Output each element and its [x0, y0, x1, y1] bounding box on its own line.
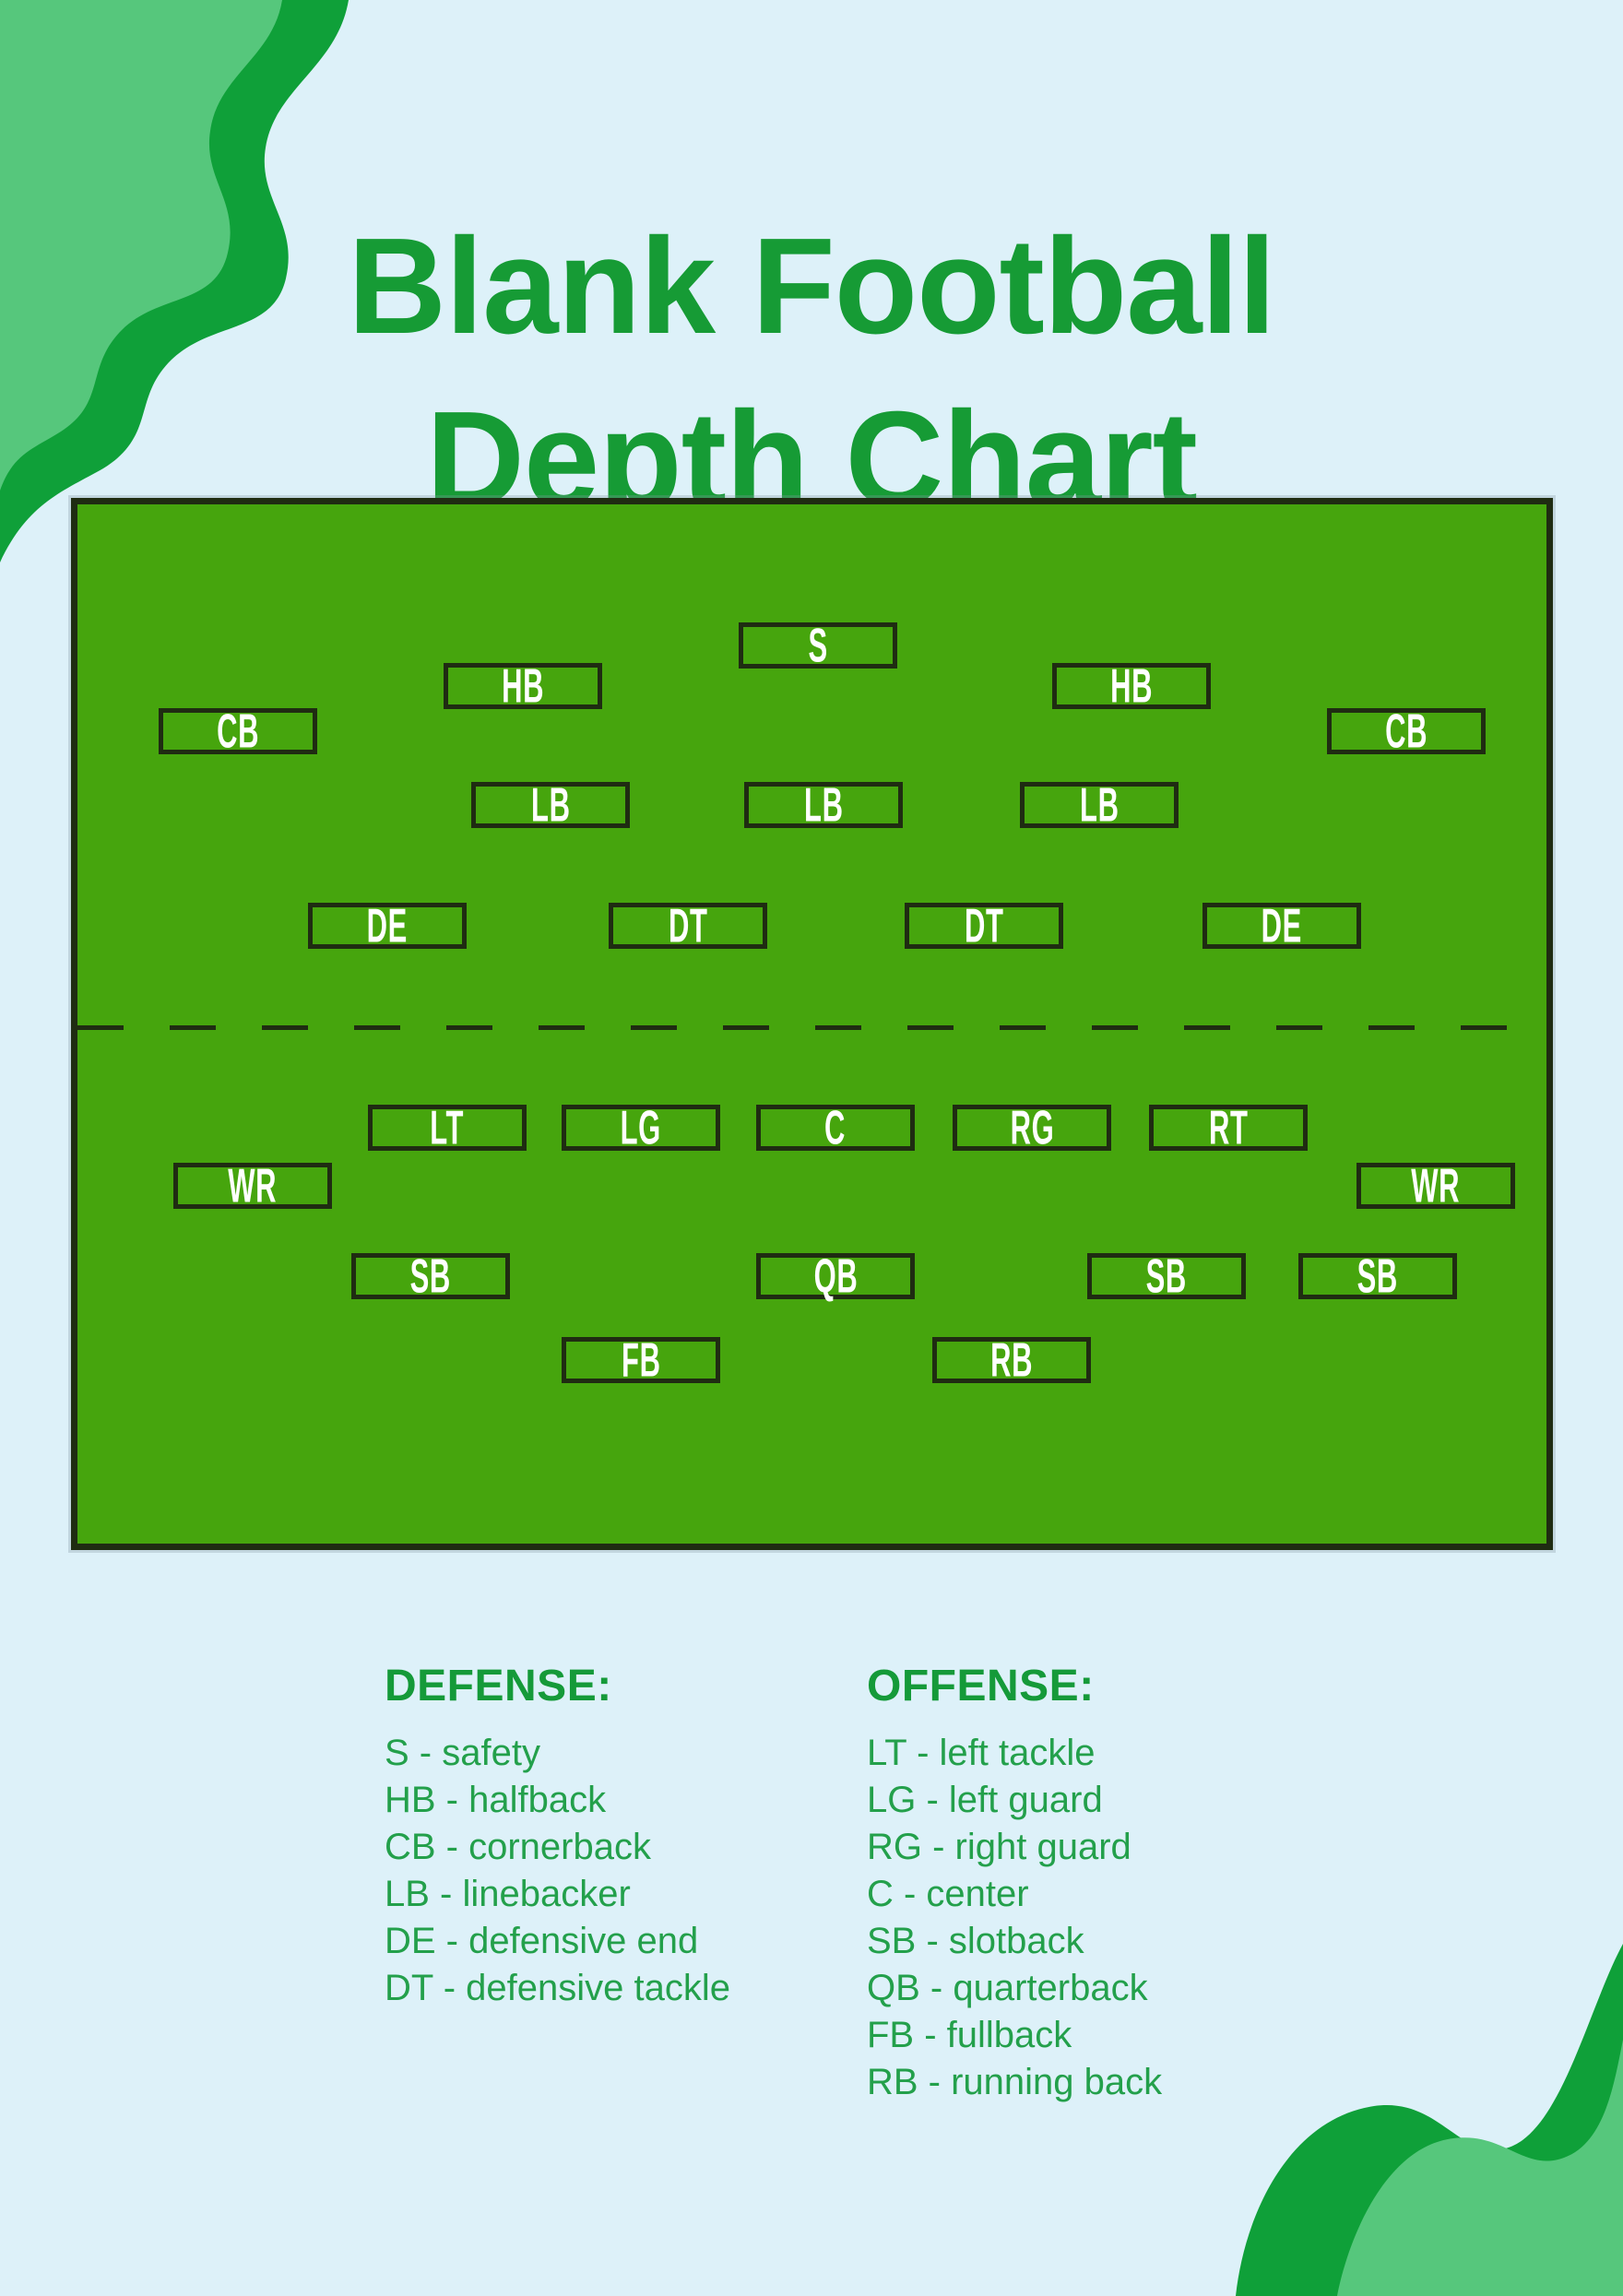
position-label: C	[824, 1100, 847, 1155]
legend-defense-list: S - safety HB - halfback CB - cornerback LB…	[385, 1730, 730, 2012]
position-label: SB	[1145, 1249, 1188, 1304]
legend-item: RG - right guard	[867, 1826, 1131, 1867]
position-box-dt-right: DT	[905, 898, 1063, 953]
position-label: CB	[216, 704, 260, 759]
legend-item: CB - cornerback	[385, 1826, 651, 1867]
page-title: Blank Football Depth Chart	[0, 200, 1623, 547]
position-label: LB	[803, 777, 844, 833]
position-box-de-left: DE	[308, 898, 467, 953]
position-label: LB	[530, 777, 571, 833]
position-box-sb-1: SB	[351, 1249, 510, 1304]
position-label: SB	[409, 1249, 452, 1304]
blob-dark-wave	[1236, 1944, 1623, 2296]
position-box-rt: RT	[1149, 1100, 1308, 1155]
football-field: S HB HB CB CB LB LB LB DE DT DT DE LT LG C RG RT WR WR SB QB…	[71, 498, 1553, 1550]
position-box-fb: FB	[562, 1332, 720, 1388]
legend-item: HB - halfback	[385, 1779, 607, 1820]
position-box-hb-right: HB	[1052, 658, 1211, 714]
position-box-lb-left: LB	[471, 777, 630, 833]
legend-item: C - center	[867, 1873, 1029, 1914]
legend-item: RB - running back	[867, 2061, 1163, 2102]
position-box-rb: RB	[932, 1332, 1091, 1388]
legend-item: DE - defensive end	[385, 1920, 699, 1961]
corner-blob-bottom-right	[1236, 1944, 1623, 2296]
position-box-wr-right: WR	[1356, 1158, 1515, 1213]
position-box-rg: RG	[953, 1100, 1111, 1155]
legend-item: LG - left guard	[867, 1779, 1103, 1820]
legend-item: S - safety	[385, 1732, 540, 1773]
page-title-line1: Blank Football	[348, 210, 1276, 363]
position-box-c: C	[756, 1100, 915, 1155]
position-label: CB	[1384, 704, 1428, 759]
legend-defense-title: DEFENSE:	[385, 1662, 612, 1710]
position-label: QB	[813, 1249, 858, 1304]
position-label: DT	[964, 898, 1004, 953]
blob-light-fill	[1337, 2040, 1623, 2296]
position-label: S	[808, 618, 828, 673]
position-label: WR	[1411, 1158, 1461, 1213]
position-label: RG	[1010, 1100, 1054, 1155]
position-label: LG	[620, 1100, 662, 1155]
legend-item: SB - slotback	[867, 1920, 1084, 1961]
legend-item: FB - fullback	[867, 2014, 1072, 2055]
legend-item: LB - linebacker	[385, 1873, 631, 1914]
position-box-hb-left: HB	[444, 658, 602, 714]
position-label: DE	[1261, 898, 1303, 953]
position-box-de-right: DE	[1202, 898, 1361, 953]
position-box-dt-left: DT	[609, 898, 767, 953]
position-label: RB	[989, 1332, 1034, 1388]
position-box-lb-right: LB	[1020, 777, 1179, 833]
position-box-lb-middle: LB	[744, 777, 903, 833]
legend-offense-list: LT - left tackle LG - left guard RG - righ…	[867, 1730, 1162, 2106]
position-label: DT	[668, 898, 708, 953]
position-label: SB	[1356, 1249, 1399, 1304]
position-box-sb-2: SB	[1087, 1249, 1246, 1304]
legend-item: LT - left tackle	[867, 1732, 1096, 1773]
position-label: HB	[501, 658, 545, 714]
legend-defense-column: DEFENSE: S - safety HB - halfback CB - cor…	[385, 1660, 730, 2012]
legend-item: DT - defensive tackle	[385, 1967, 730, 2008]
position-label: LB	[1079, 777, 1120, 833]
position-label: HB	[1109, 658, 1154, 714]
position-box-qb: QB	[756, 1249, 915, 1304]
position-label: WR	[228, 1158, 278, 1213]
legend-item: QB - quarterback	[867, 1967, 1148, 2008]
position-label: LT	[430, 1100, 465, 1155]
position-box-cb-left: CB	[159, 704, 317, 759]
position-box-lt: LT	[368, 1100, 527, 1155]
position-label: FB	[621, 1332, 661, 1388]
position-box-cb-right: CB	[1327, 704, 1486, 759]
position-box-wr-left: WR	[173, 1158, 332, 1213]
position-label: DE	[366, 898, 409, 953]
line-of-scrimmage-dashed-line	[77, 1025, 1546, 1030]
legend-offense-title: OFFENSE:	[867, 1662, 1095, 1710]
position-label: RT	[1208, 1100, 1249, 1155]
position-box-lg: LG	[562, 1100, 720, 1155]
legend-offense-column: OFFENSE: LT - left tackle LG - left guard…	[867, 1660, 1162, 2106]
position-box-s: S	[739, 618, 897, 673]
position-box-sb-3: SB	[1298, 1249, 1457, 1304]
